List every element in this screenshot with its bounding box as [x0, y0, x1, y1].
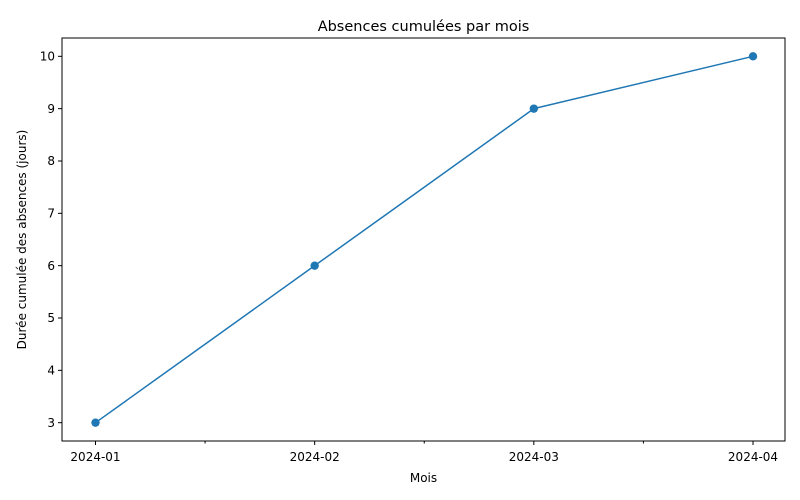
y-tick-label: 5	[47, 311, 55, 325]
x-tick-label: 2024-02	[290, 450, 340, 464]
series-line	[95, 55, 754, 424]
data-point	[529, 104, 539, 113]
y-axis-ticks: 3 4 5 6 7 8 9 10	[40, 50, 62, 430]
y-tick-label: 7	[47, 207, 55, 221]
y-tick-label: 4	[47, 364, 55, 378]
y-axis-title: Durée cumulée des absences (jours)	[15, 130, 29, 350]
x-axis-title: Mois	[410, 471, 437, 485]
y-tick-label: 6	[47, 259, 55, 273]
x-tick-label: 2024-03	[509, 450, 559, 464]
data-point	[748, 52, 758, 61]
chart-title: Absences cumulées par mois	[318, 19, 530, 35]
x-tick-label: 2024-04	[728, 450, 778, 464]
series-layer	[91, 52, 758, 427]
x-tick-label: 2024-01	[70, 450, 120, 464]
data-point	[310, 261, 319, 270]
y-tick-label: 8	[47, 154, 55, 168]
y-tick-label: 9	[47, 102, 55, 116]
y-tick-label: 10	[40, 50, 55, 64]
data-point	[91, 418, 100, 427]
plot-frame	[61, 37, 786, 442]
y-tick-label: 3	[47, 416, 55, 430]
